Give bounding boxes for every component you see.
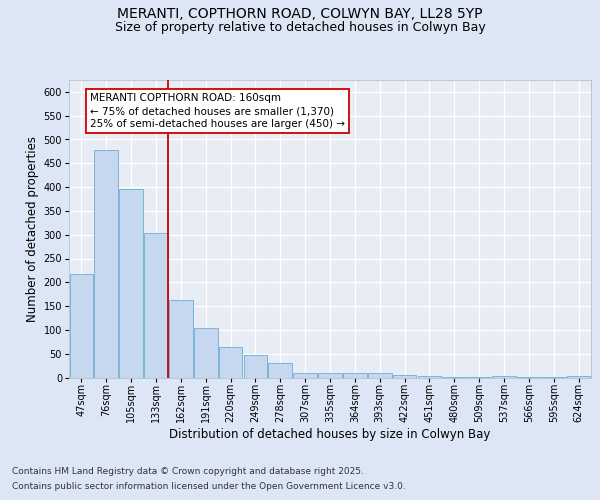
Bar [169, 300, 193, 378]
Bar [219, 346, 242, 378]
Bar [567, 376, 590, 378]
Bar [492, 376, 516, 378]
Bar [244, 355, 267, 378]
Text: Contains HM Land Registry data © Crown copyright and database right 2025.: Contains HM Land Registry data © Crown c… [12, 467, 364, 476]
Bar [268, 362, 292, 378]
Text: Size of property relative to detached houses in Colwyn Bay: Size of property relative to detached ho… [115, 21, 485, 34]
Y-axis label: Number of detached properties: Number of detached properties [26, 136, 39, 322]
Bar [343, 373, 367, 378]
Bar [194, 328, 218, 378]
Bar [318, 372, 342, 378]
Text: MERANTI, COPTHORN ROAD, COLWYN BAY, LL28 5YP: MERANTI, COPTHORN ROAD, COLWYN BAY, LL28… [117, 8, 483, 22]
Bar [368, 372, 392, 378]
Bar [293, 372, 317, 378]
Bar [144, 234, 168, 378]
Bar [442, 376, 466, 378]
Bar [70, 274, 93, 378]
Bar [119, 190, 143, 378]
Bar [393, 375, 416, 378]
X-axis label: Distribution of detached houses by size in Colwyn Bay: Distribution of detached houses by size … [169, 428, 491, 441]
Bar [418, 376, 441, 378]
Bar [94, 150, 118, 378]
Text: Contains public sector information licensed under the Open Government Licence v3: Contains public sector information licen… [12, 482, 406, 491]
Text: MERANTI COPTHORN ROAD: 160sqm
← 75% of detached houses are smaller (1,370)
25% o: MERANTI COPTHORN ROAD: 160sqm ← 75% of d… [90, 93, 345, 130]
